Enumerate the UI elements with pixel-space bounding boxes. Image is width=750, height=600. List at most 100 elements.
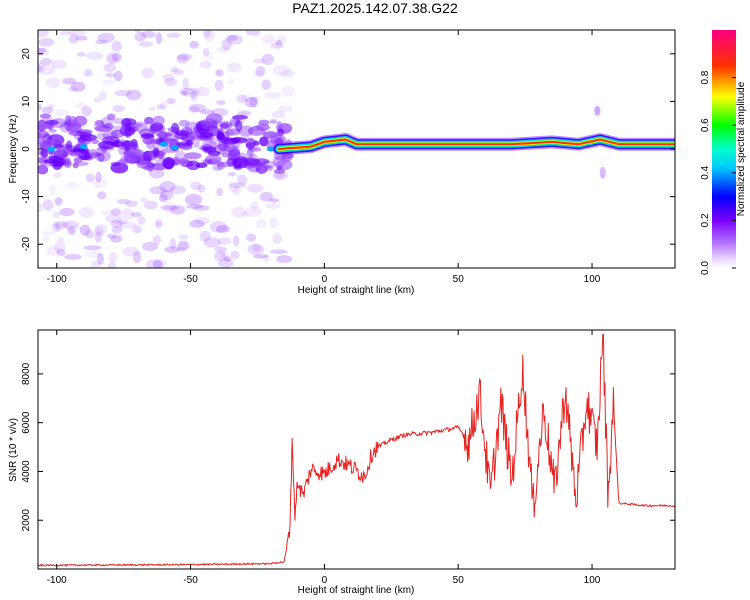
spectrogram-y-tick-label: -20 <box>21 237 32 252</box>
spectrogram-noise-blob <box>154 217 164 230</box>
spectrogram-noise-blob <box>94 231 102 243</box>
spectrogram-noise-blob <box>107 262 117 268</box>
spectrogram-noise-blob <box>152 115 165 126</box>
spectrogram-noise-blob <box>202 47 210 57</box>
spectrogram-noise-blob <box>241 211 249 218</box>
spectrogram-noise-blob <box>244 205 262 217</box>
spectrogram-noise-blob <box>219 120 233 130</box>
spectrogram-noise-blob <box>106 233 117 239</box>
spectrogram-noise-blob <box>88 152 102 157</box>
spectrogram-noise-blob <box>190 181 202 191</box>
colorbar-label: Normalized spectral amplitude <box>736 81 747 216</box>
spectrogram-noise-blob <box>85 250 102 259</box>
spectrogram-noise-blob <box>232 235 240 247</box>
spectrogram-noise-blob <box>259 191 274 202</box>
spectrogram-noise-blob <box>232 114 248 120</box>
spectrogram-noise-blob <box>152 260 164 268</box>
spectrogram-noise-blob <box>163 158 174 170</box>
spectrogram-noise-blob <box>142 137 155 145</box>
spectrogram-noise-blob <box>85 173 95 183</box>
spectrogram-y-tick-label: -10 <box>21 189 32 204</box>
spectrogram-spike <box>599 166 606 179</box>
spectrogram-noise-blob <box>91 139 99 145</box>
spectrogram-noise-blob <box>261 79 272 90</box>
spectrogram-noise-blob <box>246 233 257 242</box>
spectrogram-noise-blob <box>123 126 132 138</box>
spectrogram-noise-blob <box>155 220 162 227</box>
spectrogram-noise-blob <box>46 246 60 256</box>
spectrogram-noise-blob <box>56 248 66 257</box>
spectrogram-noise-blob <box>52 157 71 166</box>
spectrogram-noise-blob <box>250 96 262 101</box>
spectrogram-noise-blob <box>85 51 104 60</box>
spectrogram-noise-blob <box>136 160 154 169</box>
spectrogram-noise-blob <box>270 42 284 49</box>
spectrogram-noise-blob <box>232 185 241 196</box>
spectrogram-noise-blob <box>111 52 122 62</box>
spectrogram-noise-blob <box>272 171 289 180</box>
spectrogram-noise-blob <box>199 230 211 242</box>
spectrogram-noise-blob <box>280 69 295 78</box>
spectrogram-noise-blob <box>176 53 192 61</box>
spectrogram-noise-blob <box>177 240 189 252</box>
spectrogram-noise-blob <box>190 91 198 101</box>
spectrogram-noise-blob <box>52 211 62 219</box>
spectrogram-noise-blob <box>38 202 44 213</box>
spectrogram-noise-blob <box>277 35 287 44</box>
spectrogram-noise-blob <box>171 122 180 134</box>
spectrogram-noise-blob <box>51 59 67 70</box>
spectrogram-noise-blob <box>81 106 93 117</box>
spectrogram-noise-blob <box>103 63 117 72</box>
spectrogram-noise-blob <box>256 219 267 229</box>
spectrogram-noise-blob <box>262 34 276 44</box>
spectrogram-noise-blob <box>83 245 102 251</box>
spectrogram-noise-blob <box>94 223 108 236</box>
spectrogram-noise-blob <box>83 68 93 77</box>
spectrogram-noise-blob <box>94 226 105 237</box>
spectrogram-noise-blob <box>85 230 94 239</box>
spectrogram-noise-blob <box>107 113 116 121</box>
spectrogram-noise-blob <box>111 118 127 125</box>
spectrogram-x-label: Height of straight line (km) <box>298 285 415 296</box>
spectrogram-noise-blob <box>38 64 42 72</box>
spectrogram-noise-blob <box>42 106 53 115</box>
snr-panel: -100 -50 0 50 100 2000 4000 6000 8000 Height of… <box>8 329 676 596</box>
spectrogram-noise-blob <box>130 212 143 218</box>
spectrogram-noise-blob <box>176 246 186 252</box>
spectrogram-noise-blob <box>227 149 241 161</box>
colorbar-ticks: 0.0 0.2 0.4 0.6 0.8 <box>700 70 736 275</box>
spectrogram-noise-blob <box>122 246 140 257</box>
spectrogram-noise-blob <box>245 142 256 150</box>
spectrogram-noise-blob <box>144 116 154 125</box>
spectrogram-noise-blob <box>203 30 211 38</box>
spectrogram-noise-blob <box>245 30 261 36</box>
spectrogram-noise-blob <box>107 53 119 65</box>
spectrogram-noise-blob <box>93 97 101 103</box>
spectrogram-noise-blob <box>203 146 217 153</box>
spectrogram-noise-blob <box>220 122 230 129</box>
spectrogram-noise-blob <box>141 241 159 252</box>
spectrogram-noise-blob <box>68 34 79 44</box>
spectrogram-noise-blob <box>110 161 121 167</box>
spectrogram-noise-blob <box>75 35 88 41</box>
spectrogram-noise-blob <box>138 41 154 47</box>
spectrogram-noise-blob <box>215 46 230 53</box>
spectrogram-noise-blob <box>245 97 258 108</box>
spectrogram-noise-blob <box>108 252 118 264</box>
spectrogram-noise-blob <box>98 140 116 150</box>
spectrogram-noise-blob <box>38 104 43 111</box>
spectrogram-noise-blob <box>184 152 202 160</box>
spectrogram-noise-blob <box>277 105 294 113</box>
snr-x-tick-label: -100 <box>47 575 67 586</box>
spectrogram-noise-blob <box>39 113 52 119</box>
spectrogram-noise-blob <box>59 31 72 36</box>
spectrogram-noise-blob <box>228 146 241 158</box>
spectrogram-noise-blob <box>111 40 123 52</box>
spectrogram-noise-blob <box>202 30 216 42</box>
spectrogram-noise-blob <box>216 161 234 168</box>
spectrogram-noise-blob <box>132 121 148 133</box>
spectrogram-noise-blob <box>269 119 278 124</box>
spectrogram-noise-blob <box>95 171 102 183</box>
